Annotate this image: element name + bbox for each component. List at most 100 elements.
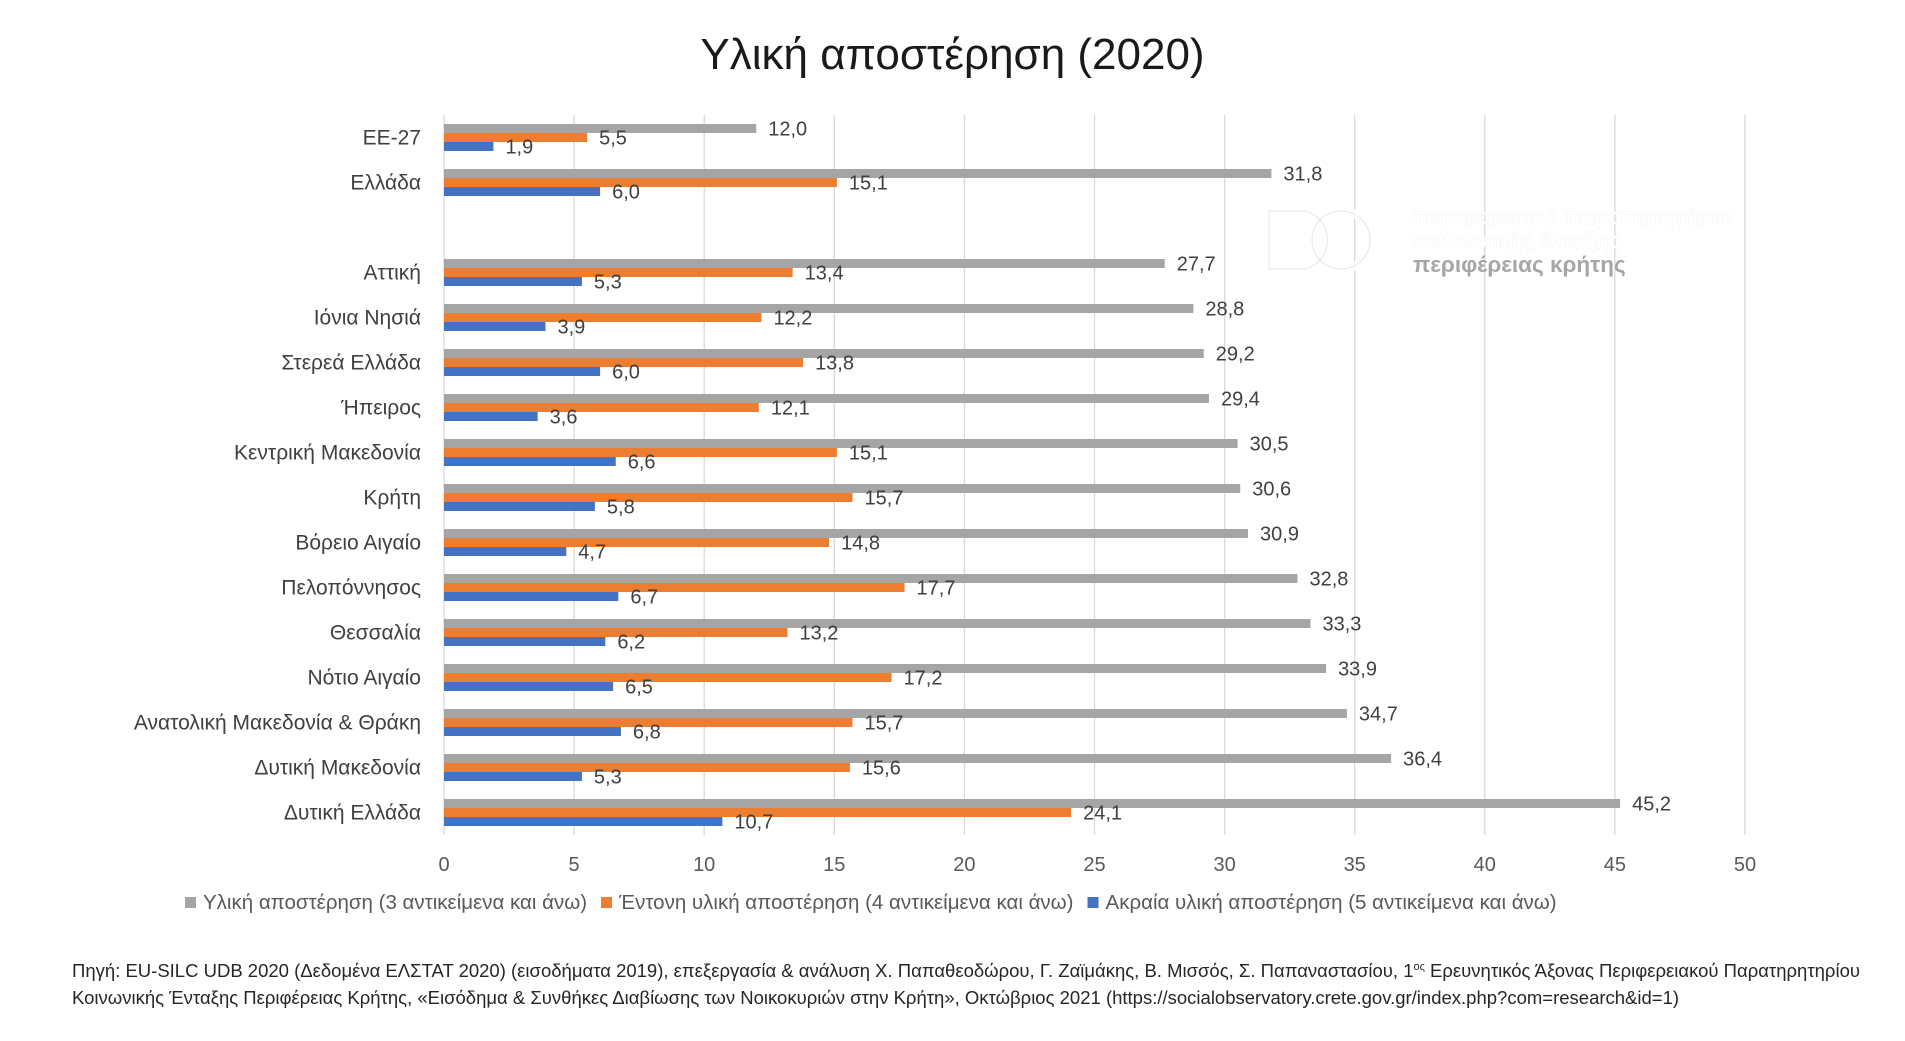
data-label: 45,2	[1632, 794, 1671, 816]
data-label: 30,6	[1252, 479, 1291, 501]
source-line2: Κοινωνικής Ένταξης Περιφέρειας Κρήτης, «…	[72, 987, 1680, 1009]
chart-title: Υλική αποστέρηση (2020)	[700, 30, 1205, 79]
logo-text-line2: κοινωνικής ένταξης	[1413, 228, 1621, 253]
data-label: 30,5	[1250, 434, 1289, 456]
data-label: 3,9	[557, 317, 585, 339]
category-label: Ελλάδα	[350, 172, 421, 195]
data-label: 36,4	[1403, 749, 1442, 771]
bar	[444, 133, 588, 142]
data-label: 6,5	[625, 677, 653, 699]
bar	[444, 259, 1165, 268]
data-label: 6,0	[612, 362, 640, 384]
category-labels: ΕΕ-27 Ελλάδα Αττική Ιόνια Νησιά Στερεά Ελλάδ…	[134, 127, 421, 825]
bar	[444, 592, 619, 601]
bar	[444, 574, 1298, 583]
data-label: 15,7	[865, 488, 904, 510]
legend-swatch	[1087, 897, 1099, 908]
data-label: 31,8	[1283, 164, 1322, 186]
legend-label: Υλική αποστέρηση (3 αντικείμενα και άνω)	[203, 891, 587, 914]
bar	[444, 754, 1392, 763]
bar	[444, 763, 850, 772]
bar	[444, 187, 601, 196]
bar	[444, 124, 757, 133]
observatory-logo: περιφερειακό παρατηρητήριο κοινωνικής έν…	[1265, 205, 1745, 285]
category-label: Νότιο Αιγαίο	[307, 667, 421, 690]
data-label: 5,3	[594, 767, 622, 789]
data-label: 15,6	[862, 758, 901, 780]
bar	[444, 619, 1311, 628]
data-label: 33,3	[1322, 614, 1361, 636]
bar	[444, 583, 905, 592]
category-label: Ήπειρος	[340, 397, 421, 420]
source-line1-a: Πηγή: EU-SILC UDB 2020 (Δεδομένα ΕΛΣΤΑΤ …	[72, 960, 1414, 982]
legend: Υλική αποστέρηση (3 αντικείμενα και άνω)…	[185, 891, 1557, 914]
category-label: Δυτική Μακεδονία	[254, 757, 421, 780]
data-label: 15,1	[849, 173, 888, 195]
data-label: 14,8	[841, 533, 880, 555]
bar	[444, 808, 1072, 817]
bar	[444, 268, 793, 277]
category-label: Κρήτη	[363, 487, 421, 510]
bar	[444, 178, 837, 187]
bar	[444, 313, 762, 322]
x-axis-ticks: 0 5 10 15 20 25 30 35 40 45 50	[438, 854, 1756, 876]
data-label: 13,4	[805, 263, 844, 285]
x-tick-label: 50	[1734, 854, 1756, 876]
x-tick-label: 35	[1344, 854, 1366, 876]
data-label: 5,8	[607, 497, 635, 519]
data-label: 29,4	[1221, 389, 1260, 411]
bar	[444, 349, 1204, 358]
bar	[444, 682, 614, 691]
data-labels: 12,0 5,5 1,9 31,8 15,1 6,0 27,7 13,4 5,3 28,8 12,2…	[505, 119, 1671, 834]
bar	[444, 358, 804, 367]
data-label: 17,2	[904, 668, 943, 690]
x-tick-label: 25	[1083, 854, 1105, 876]
x-tick-label: 10	[693, 854, 715, 876]
x-tick-label: 30	[1213, 854, 1235, 876]
x-tick-label: 40	[1474, 854, 1496, 876]
bar	[444, 394, 1209, 403]
bar	[444, 304, 1194, 313]
data-label: 13,8	[815, 353, 854, 375]
data-label: 30,9	[1260, 524, 1299, 546]
bar	[444, 439, 1238, 448]
bar	[444, 664, 1327, 673]
data-label: 6,7	[630, 587, 658, 609]
x-tick-label: 45	[1604, 854, 1626, 876]
bar	[444, 484, 1241, 493]
data-label: 34,7	[1359, 704, 1398, 726]
category-label: Στερεά Ελλάδα	[281, 352, 421, 375]
x-tick-label: 5	[569, 854, 580, 876]
category-label: Αττική	[364, 262, 421, 285]
data-label: 6,8	[633, 722, 661, 744]
category-label: Βόρειο Αιγαίο	[295, 532, 421, 555]
bar	[444, 457, 616, 466]
category-label: Ιόνια Νησιά	[314, 307, 421, 330]
category-label: Ανατολική Μακεδονία & Θράκη	[134, 712, 421, 735]
bar	[444, 637, 606, 646]
category-label: Πελοπόννησος	[281, 577, 421, 600]
legend-label: Ακραία υλική αποστέρηση (5 αντικείμενα κ…	[1106, 891, 1557, 914]
data-label: 15,1	[849, 443, 888, 465]
data-label: 5,5	[599, 128, 627, 150]
legend-label: Έντονη υλική αποστέρηση (4 αντικείμενα κ…	[618, 891, 1073, 914]
bar	[444, 673, 892, 682]
bar	[444, 529, 1249, 538]
bar	[444, 322, 546, 331]
bar	[444, 412, 538, 421]
data-label: 13,2	[799, 623, 838, 645]
bar	[444, 493, 853, 502]
bar	[444, 727, 621, 736]
bar	[444, 709, 1347, 718]
data-label: 24,1	[1083, 803, 1122, 825]
bar	[444, 277, 582, 286]
category-label: Κεντρική Μακεδονία	[234, 442, 421, 465]
source-line1-sup: ος	[1413, 961, 1425, 973]
bar	[444, 142, 494, 151]
legend-swatch	[185, 897, 196, 908]
legend-swatch	[601, 897, 613, 908]
bar	[444, 502, 595, 511]
data-label: 6,2	[617, 632, 645, 654]
data-label: 3,6	[550, 407, 578, 429]
data-label: 12,1	[771, 398, 810, 420]
